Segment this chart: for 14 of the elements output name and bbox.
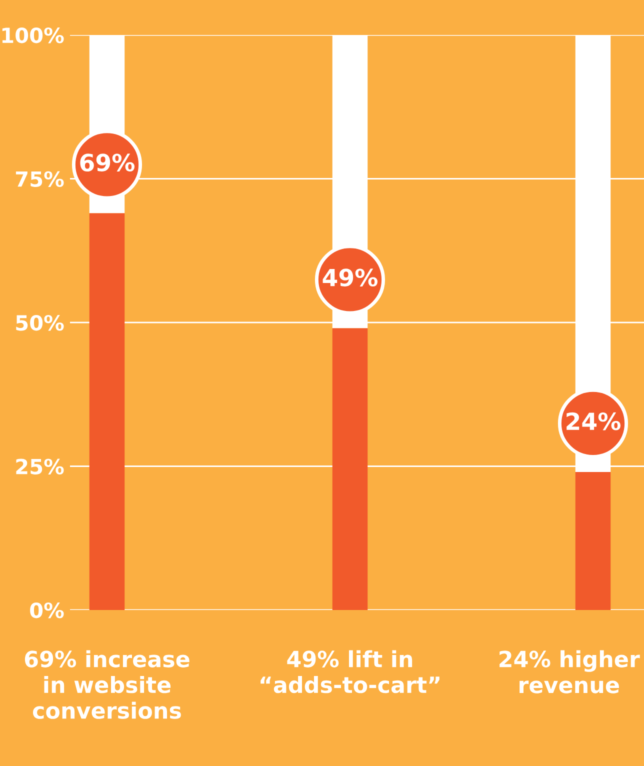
data-label: 69% [80,154,135,172]
y-tick-label: 0% [30,602,64,618]
data-label: 24% [566,412,621,430]
y-tick-label: 100% [2,27,64,44]
x-tick-label: 49% lift in “adds-to-cart” [260,650,440,694]
bar [575,472,611,610]
x-tick-label: 69% increase in website conversions [24,650,190,719]
bar [89,213,125,610]
data-label: 49% [322,268,378,286]
bar [332,328,368,610]
y-tick-label: 75% [16,171,64,187]
y-tick-label: 50% [16,314,64,331]
y-tick-label: 25% [16,458,64,474]
x-tick-label: 24% higher revenue [500,650,640,694]
